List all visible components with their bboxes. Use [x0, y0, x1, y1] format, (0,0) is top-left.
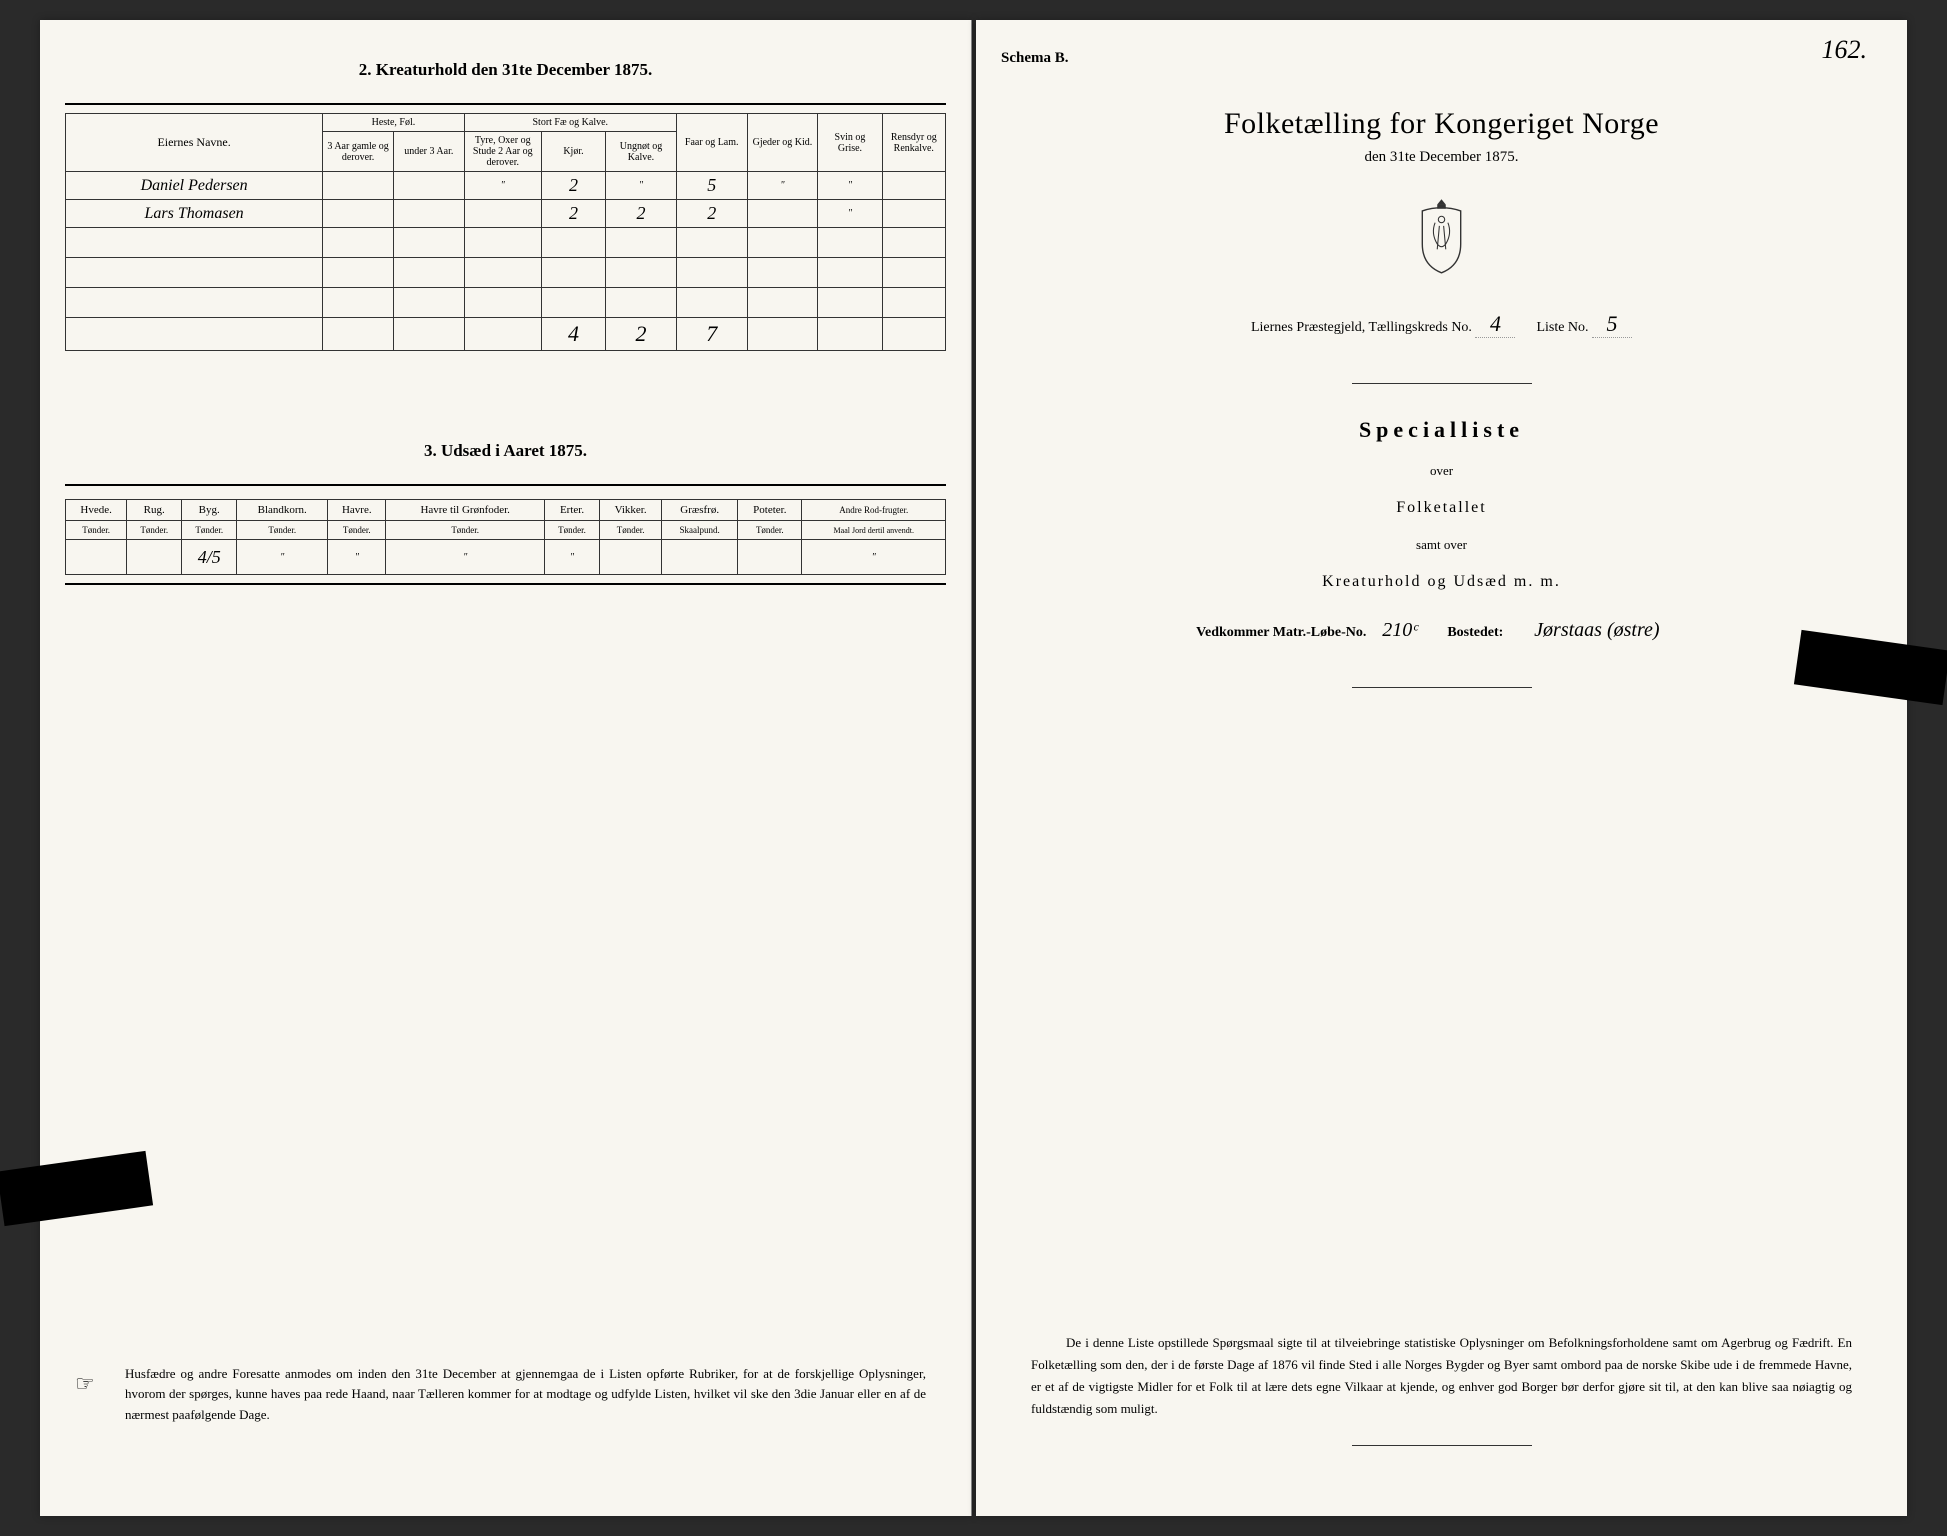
pointing-hand-icon: ☞: [75, 1366, 95, 1401]
sub-stort3: Ungnøt og Kalve.: [606, 132, 677, 172]
parish-no: 4: [1475, 311, 1515, 338]
liste-label: Liste No.: [1536, 320, 1588, 335]
sub-heste1: 3 Aar gamle og derover.: [323, 132, 394, 172]
sub-stort1: Tyre, Oxer og Stude 2 Aar og derover.: [464, 132, 541, 172]
main-title: Folketælling for Kongeriget Norge: [1001, 107, 1882, 141]
parish-line: Liernes Præstegjeld, Tællingskreds No. 4…: [1001, 311, 1882, 338]
section2-title: 2. Kreaturhold den 31te December 1875.: [65, 60, 946, 80]
col-heste: Heste, Føl.: [323, 114, 464, 132]
footnote: ☞ Husfædre og andre Foresatte anmodes om…: [65, 1354, 946, 1486]
table-row: Lars Thomasen 2 2 2 ": [66, 200, 946, 228]
page-number: 162.: [1822, 35, 1868, 65]
col-gjeder: Gjeder og Kid.: [747, 114, 818, 172]
bosted: Jørstaas (østre): [1507, 619, 1687, 642]
owner-name: Lars Thomasen: [66, 200, 323, 228]
seed-header-row: Hvede. Rug. Byg. Blandkorn. Havre. Havre…: [66, 500, 946, 521]
rule-short: [1352, 383, 1532, 384]
left-page: 2. Kreaturhold den 31te December 1875. E…: [40, 20, 972, 1516]
table-row-empty: [66, 288, 946, 318]
liste-no: 5: [1592, 311, 1632, 338]
sub-heste2: under 3 Aar.: [393, 132, 464, 172]
seed-unit-row: Tønder. Tønder. Tønder. Tønder. Tønder. …: [66, 521, 946, 540]
livestock-table: Eiernes Navne. Heste, Føl. Stort Fæ og K…: [65, 113, 946, 351]
col-name: Eiernes Navne.: [66, 114, 323, 172]
total-kjor: 4: [541, 318, 605, 351]
schema-label: Schema B.: [1001, 50, 1882, 67]
col-stort: Stort Fæ og Kalve.: [464, 114, 676, 132]
totals-row: 4 2 7: [66, 318, 946, 351]
sub-date: den 31te December 1875.: [1001, 149, 1882, 166]
sub-stort2: Kjør.: [541, 132, 605, 172]
rule-short: [1352, 687, 1532, 688]
col-faar: Faar og Lam.: [676, 114, 747, 172]
table-row: Daniel Pedersen " 2 " 5 " ": [66, 172, 946, 200]
matr-label: Vedkommer Matr.-Løbe-No.: [1196, 625, 1366, 640]
samt-over-label: samt over: [1001, 537, 1882, 553]
parish-label: Liernes Præstegjeld, Tællingskreds No.: [1251, 320, 1472, 335]
seed-data-row: 4/5 " " " " ": [66, 540, 946, 575]
rule-short: [1352, 1445, 1532, 1446]
section3-title: 3. Udsæd i Aaret 1875.: [65, 441, 946, 461]
archive-clip-right: [1794, 630, 1947, 705]
table-row-empty: [66, 258, 946, 288]
owner-name: Daniel Pedersen: [66, 172, 323, 200]
footnote-text: Husfædre og andre Foresatte anmodes om i…: [125, 1366, 926, 1423]
matr-no: 210ᶜ: [1370, 619, 1430, 642]
bosted-label: Bostedet:: [1447, 625, 1503, 640]
bottom-text: De i denne Liste opstillede Spørgsmaal s…: [1031, 1335, 1852, 1416]
specialliste-title: Specialliste: [1001, 417, 1882, 443]
folketallet-label: Folketallet: [1001, 499, 1882, 517]
matr-line: Vedkommer Matr.-Løbe-No. 210ᶜ Bostedet: …: [1001, 619, 1882, 642]
rule: [65, 583, 946, 585]
seed-table: Hvede. Rug. Byg. Blandkorn. Havre. Havre…: [65, 499, 946, 575]
right-page: 162. Schema B. Folketælling for Kongerig…: [976, 20, 1907, 1516]
coat-of-arms-icon: [1001, 196, 1882, 281]
bottom-paragraph: De i denne Liste opstillede Spørgsmaal s…: [1001, 1332, 1882, 1486]
col-svin: Svin og Grise.: [818, 114, 882, 172]
rule: [65, 103, 946, 105]
archive-clip-left: [0, 1151, 153, 1226]
total-faar: 7: [676, 318, 747, 351]
total-ung: 2: [606, 318, 677, 351]
col-ren: Rensdyr og Renkalve.: [882, 114, 945, 172]
kreatur-label: Kreaturhold og Udsæd m. m.: [1001, 573, 1882, 591]
table-row-empty: [66, 228, 946, 258]
over-label: over: [1001, 463, 1882, 479]
rule: [65, 484, 946, 486]
